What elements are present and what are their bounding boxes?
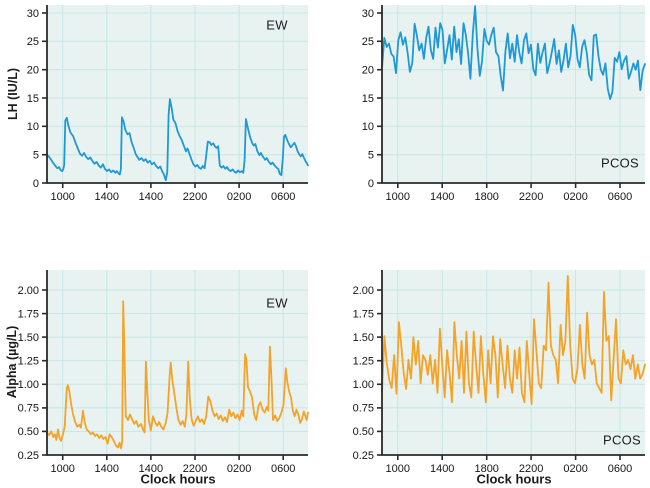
y-tick-label: 25	[27, 36, 39, 48]
y-tick-label: 20	[362, 65, 374, 77]
condition-label-ew: EW	[266, 295, 288, 311]
plot-area	[47, 5, 308, 183]
plot-area	[382, 5, 645, 183]
x-tick-label: 0200	[227, 191, 251, 203]
y-tick-label: 15	[27, 93, 39, 105]
lh-ew-chart: 0 5 10 15 20 25 30 1000 1400 1400 2200 0200 0600	[27, 5, 309, 203]
x-tick-label: 1400	[430, 463, 454, 475]
y-tick-label: 1.25	[353, 356, 374, 368]
y-tick-label: 15	[362, 93, 374, 105]
y-tick-label: 0.75	[18, 403, 39, 415]
x-tick-label: 1000	[386, 191, 410, 203]
condition-label-pcos: PCOS	[600, 155, 640, 171]
lh-pcos-chart: 0 5 10 15 20 25 30 1000 1400 1800 2200 0200 0600	[362, 5, 646, 203]
y-tick-label: 0.25	[353, 450, 374, 462]
x-tick-label: 1000	[50, 463, 74, 475]
x-tick-label: 1400	[95, 191, 119, 203]
x-tick-label: 0200	[563, 463, 587, 475]
x-tick-label: 1800	[474, 191, 498, 203]
panel-alpha-pcos: 0.25 0.50 0.75 1.00 1.25 1.50 1.75 2.00 1000 1400…	[325, 235, 650, 488]
x-axis-title: Clock hours	[476, 471, 552, 487]
x-tick-label: 0600	[271, 463, 295, 475]
y-tick-label: 2.00	[353, 285, 374, 297]
x-tick-label: 0600	[271, 191, 295, 203]
y-tick-label: 1.75	[18, 308, 39, 320]
y-tick-label: 10	[362, 121, 374, 133]
x-tick-label: 2200	[183, 191, 207, 203]
y-tick-label: 30	[27, 8, 39, 20]
y-axis-title: LH (IU/L)	[6, 67, 20, 121]
x-tick-label: 0600	[608, 191, 632, 203]
alpha-ew-series-line	[46, 300, 309, 450]
x-tick-label: 0600	[608, 463, 632, 475]
condition-label-ew: EW	[266, 17, 288, 33]
y-tick-label: 1.25	[18, 356, 39, 368]
y-tick-label: 5	[33, 150, 39, 162]
y-tick-label: 1.00	[353, 379, 374, 391]
y-tick-label: 0	[33, 178, 39, 190]
x-tick-label: 2200	[519, 191, 543, 203]
panel-lh-ew: 0 5 10 15 20 25 30 1000 1400 1400 2200 0200 0600 LH …	[0, 0, 325, 235]
y-tick-label: 25	[362, 36, 374, 48]
y-tick-label: 1.00	[18, 379, 39, 391]
x-tick-label: 1400	[139, 463, 163, 475]
x-tick-label: 1800	[474, 463, 498, 475]
y-tick-label: 0.50	[353, 426, 374, 438]
lh-ew-series-line	[46, 98, 309, 182]
y-tick-label: 1.50	[18, 332, 39, 344]
y-tick-label: 1.50	[353, 332, 374, 344]
plot-area	[47, 270, 308, 455]
alpha-ew-chart: 0.25 0.50 0.75 1.00 1.25 1.50 1.75 2.00 1000 1400…	[18, 270, 309, 475]
y-axis-title: Alpha (µg/L)	[5, 325, 19, 399]
alpha-pcos-chart: 0.25 0.50 0.75 1.00 1.25 1.50 1.75 2.00 1000 1400…	[353, 270, 646, 475]
x-tick-label: 0200	[563, 191, 587, 203]
y-tick-label: 30	[362, 8, 374, 20]
panel-lh-pcos: 0 5 10 15 20 25 30 1000 1400 1800 2200 0200 0600 PCO…	[325, 0, 650, 235]
x-tick-label: 1000	[50, 191, 74, 203]
y-tick-label: 10	[27, 121, 39, 133]
x-tick-label: 1400	[430, 191, 454, 203]
y-tick-label: 20	[27, 65, 39, 77]
x-tick-label: 2200	[519, 463, 543, 475]
y-tick-label: 0.25	[18, 450, 39, 462]
y-tick-label: 1.75	[353, 308, 374, 320]
x-tick-label: 2200	[183, 463, 207, 475]
panel-alpha-ew: 0.25 0.50 0.75 1.00 1.25 1.50 1.75 2.00 1000 1400…	[0, 235, 325, 488]
alpha-pcos-series-line	[381, 275, 646, 406]
lh-pcos-series-line	[381, 5, 646, 100]
x-tick-label: 1400	[139, 191, 163, 203]
y-tick-label: 0.50	[18, 426, 39, 438]
y-tick-label: 0.75	[353, 403, 374, 415]
x-tick-label: 1400	[95, 463, 119, 475]
y-tick-label: 0	[368, 178, 374, 190]
condition-label-pcos: PCOS	[602, 432, 642, 448]
y-tick-label: 2.00	[18, 285, 39, 297]
x-tick-label: 0200	[227, 463, 251, 475]
y-tick-label: 5	[368, 150, 374, 162]
x-tick-label: 1000	[386, 463, 410, 475]
x-axis-title: Clock hours	[140, 471, 216, 487]
